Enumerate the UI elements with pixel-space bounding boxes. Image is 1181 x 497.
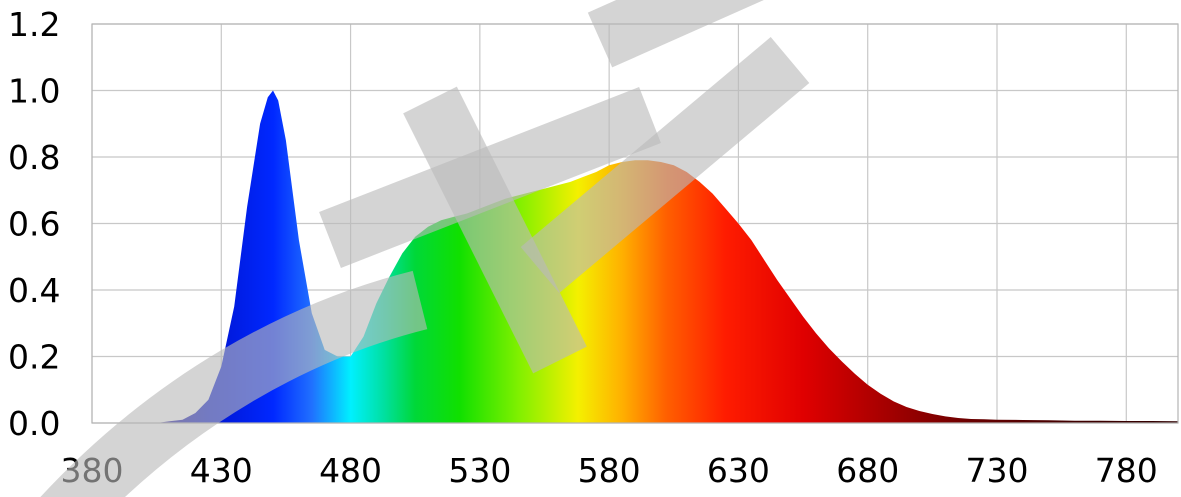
watermark-logo <box>40 0 810 497</box>
x-tick-label: 580 <box>578 451 641 490</box>
x-tick-label: 630 <box>707 451 770 490</box>
y-tick-label: 1.2 <box>8 5 60 44</box>
y-tick-label: 0.2 <box>8 338 60 377</box>
x-tick-labels: 380 430 480 530 580 630 680 730 780 <box>61 451 1158 490</box>
y-tick-label: 0.8 <box>8 138 60 177</box>
spectrum-area <box>156 90 1179 423</box>
spectrum-area-path <box>156 90 1179 423</box>
y-tick-label: 1.0 <box>8 72 60 111</box>
y-tick-label: 0.0 <box>8 404 60 443</box>
x-tick-label: 530 <box>448 451 511 490</box>
x-tick-label: 680 <box>836 451 899 490</box>
x-tick-label: 780 <box>1095 451 1158 490</box>
x-tick-label: 430 <box>190 451 253 490</box>
y-tick-label: 0.6 <box>8 205 60 244</box>
y-tick-labels: 0.0 0.2 0.4 0.6 0.8 1.0 1.2 <box>8 5 60 443</box>
y-tick-label: 0.4 <box>8 271 60 310</box>
x-tick-label: 480 <box>319 451 382 490</box>
x-tick-label: 730 <box>966 451 1029 490</box>
